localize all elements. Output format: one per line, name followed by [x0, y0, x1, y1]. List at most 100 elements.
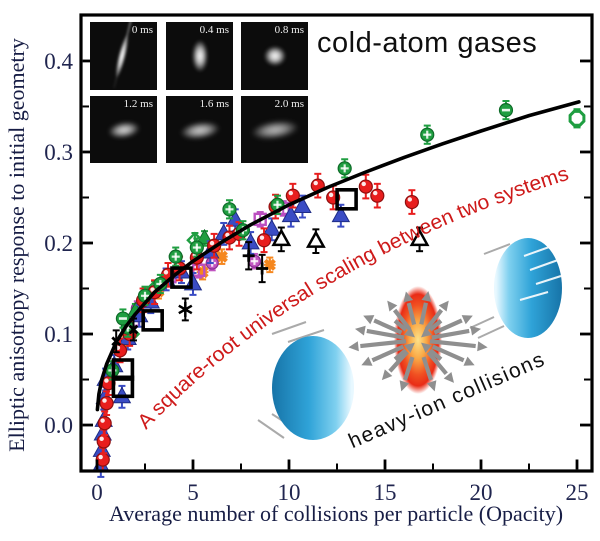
nucleus-left — [272, 336, 354, 440]
inset-panel: 2.0 ms — [241, 96, 308, 163]
arrow-shaft — [388, 350, 409, 373]
atom-cloud-image — [263, 46, 286, 66]
arrow-head — [461, 315, 473, 325]
polygon — [305, 230, 326, 248]
marker-green-circles-cross — [420, 124, 435, 145]
rect — [192, 263, 206, 278]
inset-panel: 0.8 ms — [241, 22, 308, 90]
arrow-shaft — [393, 348, 408, 361]
marker-orange-crosses — [263, 256, 276, 274]
polygon — [271, 228, 292, 247]
circle — [256, 233, 272, 248]
x-tick-label: 20 — [470, 480, 493, 505]
gloss-highlight — [361, 181, 366, 187]
marker-red-circles — [285, 182, 300, 209]
speed-line — [483, 243, 511, 255]
arrow-shaft — [419, 302, 428, 325]
circle — [370, 188, 385, 203]
arrow-shaft — [421, 356, 433, 381]
speed-line — [469, 316, 495, 329]
speed-line — [477, 325, 505, 339]
marker-green-circles-cross — [222, 199, 237, 220]
line — [111, 336, 122, 347]
nucleus-right — [494, 238, 562, 338]
inset-time-label: 0 ms — [131, 24, 153, 36]
arrow-shaft — [428, 319, 443, 332]
circle — [182, 306, 188, 313]
circle — [404, 194, 419, 210]
polygon — [281, 205, 301, 223]
arrow-head — [421, 291, 432, 302]
arrow-shaft — [424, 308, 444, 331]
arrow-head — [443, 372, 454, 383]
gloss-highlight — [313, 180, 318, 186]
gloss-highlight — [259, 235, 265, 240]
heavy-ion-illustration — [257, 238, 562, 440]
inset-time-label: 2.0 ms — [274, 98, 304, 110]
marker-black-open-triangles — [271, 226, 292, 253]
hatch-line — [523, 245, 553, 257]
arrow-head — [477, 341, 488, 352]
arrow-head — [403, 291, 414, 303]
arrow-shaft — [403, 356, 415, 381]
circle — [96, 434, 111, 449]
rect — [253, 212, 267, 227]
explosion-fireball — [394, 286, 442, 394]
arrow-shaft — [371, 344, 405, 363]
gloss-highlight — [373, 190, 378, 196]
arrow-head — [381, 369, 393, 381]
arrow-shaft — [360, 339, 407, 349]
marker-red-circles — [101, 370, 116, 396]
plot-frame — [79, 13, 594, 473]
fit-curve — [95, 100, 581, 412]
arrow-head — [470, 325, 482, 336]
line — [128, 324, 139, 335]
y-tick-label: 0.2 — [44, 231, 73, 256]
arrow-head — [463, 356, 475, 366]
inset-time-label: 1.2 ms — [123, 98, 153, 110]
arrow-head — [404, 342, 415, 353]
y-tick-label: 0.1 — [44, 322, 73, 347]
gloss-highlight — [98, 454, 103, 460]
inset-panel: 0 ms — [90, 22, 157, 90]
marker-green-open-octagon — [568, 108, 586, 129]
rect — [141, 309, 164, 332]
x-tick-label: 15 — [374, 480, 397, 505]
gloss-highlight — [100, 418, 105, 423]
x-tick-label: 0 — [91, 480, 103, 505]
polygon — [293, 196, 312, 213]
marker-black-open-triangles — [409, 226, 430, 253]
explosion-arrows — [348, 291, 488, 392]
arrow-shaft — [431, 344, 465, 363]
marker-black-stars — [178, 297, 193, 322]
inset-time-label: 0.4 ms — [199, 24, 229, 36]
marker-red-circles — [404, 189, 419, 215]
inset-panel: 0.4 ms — [166, 22, 233, 90]
x-tick-label: 5 — [187, 480, 199, 505]
gloss-highlight — [104, 378, 109, 383]
x-axis-title: Average number of collisions per particl… — [108, 501, 564, 526]
marker-green-circles-cross — [337, 158, 352, 179]
arrow-shaft — [429, 339, 476, 349]
y-tick-label: 0.3 — [44, 140, 73, 165]
marker-red-circles — [370, 182, 385, 209]
marker-black-x — [128, 317, 139, 342]
rect — [111, 358, 135, 381]
marker-green-circles-minus — [498, 100, 514, 121]
circle — [358, 179, 373, 194]
gloss-highlight — [288, 190, 293, 196]
y-axis-title: Elliptic anisotropy response to initial … — [4, 38, 29, 452]
y-tick-label: 0.0 — [44, 413, 73, 438]
arrow-shaft — [426, 350, 448, 376]
marker-black-open-triangles — [305, 228, 326, 255]
arrow-shaft — [392, 308, 412, 331]
arrow-head — [361, 356, 373, 366]
rect — [335, 188, 358, 211]
speed-line — [257, 419, 285, 439]
speed-line — [271, 321, 307, 335]
x-tick-label: 10 — [277, 480, 300, 505]
atom-cloud-image — [249, 117, 300, 142]
y-tick-label: 0.4 — [44, 49, 73, 74]
atom-cloud-image — [106, 119, 141, 140]
marker-black-plus — [256, 253, 269, 284]
